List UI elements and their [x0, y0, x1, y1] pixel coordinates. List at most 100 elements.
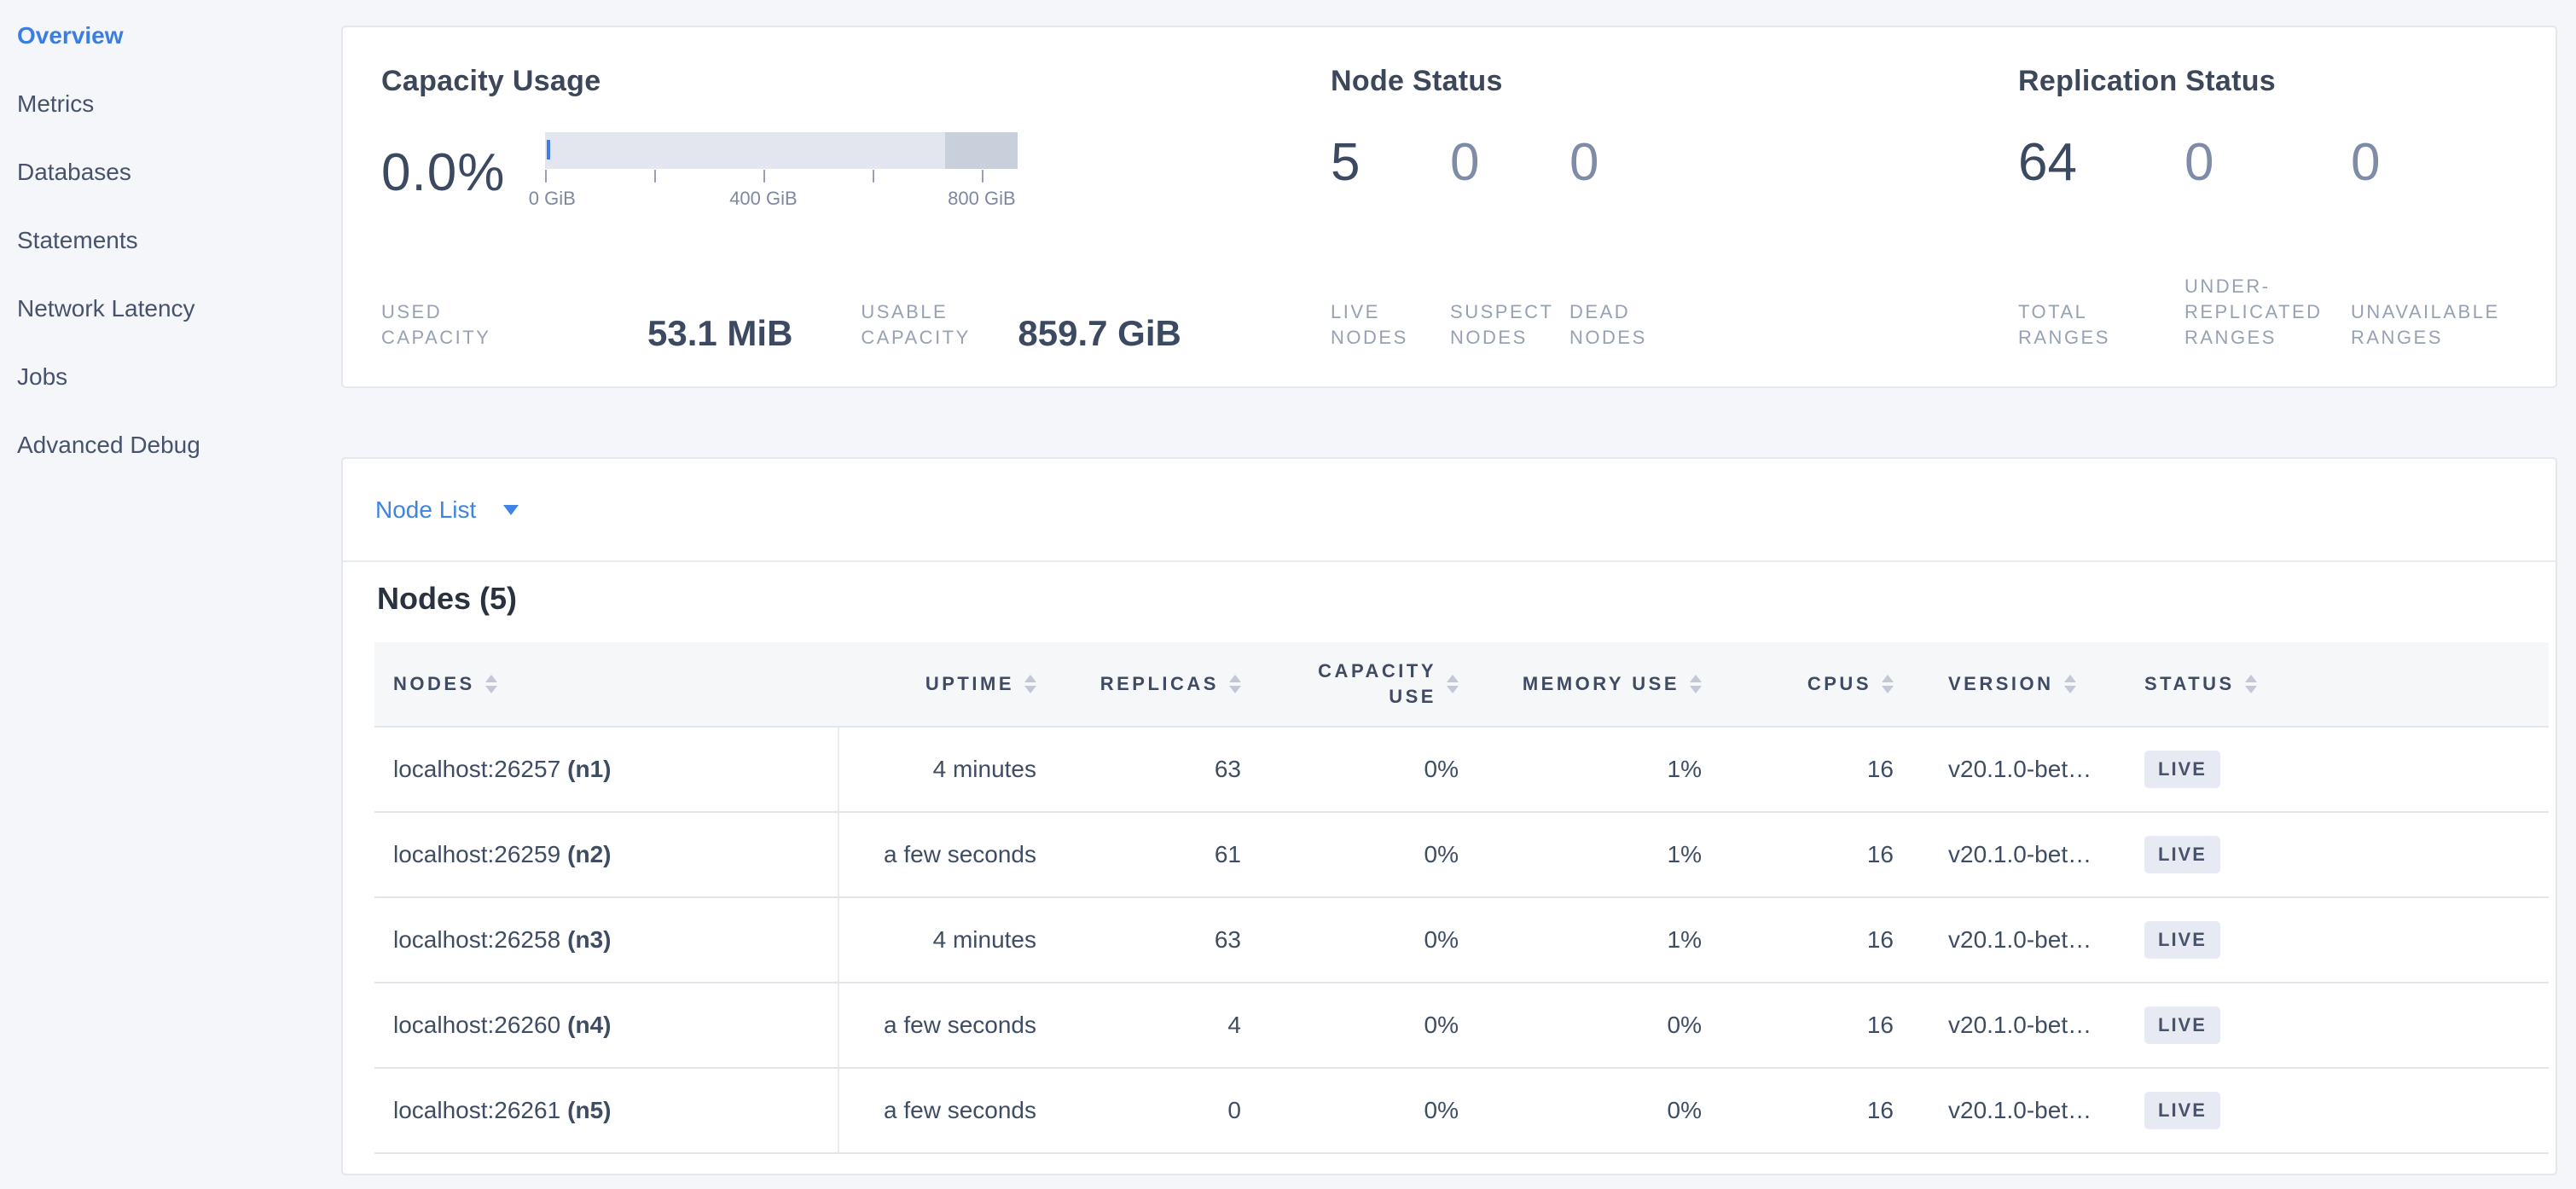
sort-icon — [2244, 675, 2257, 693]
column-header-cpus[interactable]: CPUS — [1714, 671, 1906, 697]
under-replicated-ranges-label: UNDER-REPLICATED RANGES — [2184, 276, 2323, 348]
axis-label-0gib: 0 GiB — [528, 188, 576, 209]
capacity-gauge-ticks — [545, 169, 1018, 183]
capacity-use-cell: 0% — [1424, 756, 1459, 782]
capacity-gauge-axis-labels: 0 GiB 400 GiB 800 GiB — [529, 188, 1018, 213]
node-name-cell[interactable]: localhost:26257 (n1) — [374, 728, 839, 811]
version-cell: v20.1.0-bet… — [1948, 1097, 2092, 1123]
column-header-capacity-use[interactable]: CAPACITY USE — [1253, 658, 1471, 710]
capacity-gauge-other-segment — [944, 132, 1018, 169]
sort-icon — [1024, 675, 1036, 693]
sidebar-item-jobs[interactable]: Jobs — [17, 363, 68, 390]
sidebar-item-metrics[interactable]: Metrics — [17, 90, 95, 117]
nodes-table-title: Nodes (5) — [377, 581, 518, 616]
suspect-nodes-value: 0 — [1450, 133, 1480, 192]
capacity-use-cell: 0% — [1424, 926, 1459, 953]
node-status-panel: Node Status 5 LIVE NODES 0 SUSPECT NODES… — [1331, 65, 2018, 351]
replicas-cell: 4 — [1227, 1012, 1241, 1038]
node-status-title: Node Status — [1331, 65, 1503, 97]
replicas-cell: 61 — [1214, 841, 1241, 867]
cluster-summary-card: Capacity Usage 0.0% — [341, 26, 2557, 388]
sidebar-item-network-latency[interactable]: Network Latency — [17, 295, 195, 322]
node-list-card: Node List Nodes (5) NODES UPTIME — [341, 457, 2557, 1175]
axis-label-400gib: 400 GiB — [729, 188, 798, 209]
dead-nodes-label: DEAD NODES — [1569, 301, 1647, 348]
column-header-replicas[interactable]: REPLICAS — [1048, 671, 1253, 697]
memory-use-cell: 1% — [1667, 841, 1702, 867]
column-header-memory-use[interactable]: MEMORY USE — [1471, 671, 1714, 697]
cpus-cell: 16 — [1866, 1097, 1894, 1123]
nodes-table: NODES UPTIME REPLICAS CAPACITY USE — [374, 642, 2549, 1154]
version-cell: v20.1.0-bet… — [1948, 756, 2092, 782]
sort-icon — [1882, 675, 1894, 693]
sidebar-item-overview[interactable]: Overview — [17, 22, 124, 49]
cpus-cell: 16 — [1866, 756, 1894, 782]
column-header-uptime[interactable]: UPTIME — [839, 671, 1048, 697]
uptime-cell: a few seconds — [884, 841, 1036, 867]
capacity-gauge: 0 GiB 400 GiB 800 GiB — [529, 132, 1018, 213]
dead-nodes-value: 0 — [1569, 133, 1599, 192]
usable-capacity-value: 859.7 GiB — [1018, 313, 1181, 353]
sort-icon — [1690, 675, 1702, 693]
cpus-cell: 16 — [1866, 841, 1894, 867]
table-row-n2[interactable]: localhost:26259 (n2) a few seconds 61 0% … — [374, 813, 2549, 898]
node-name-cell[interactable]: localhost:26260 (n4) — [374, 983, 839, 1067]
node-name-cell[interactable]: localhost:26261 (n5) — [374, 1069, 839, 1152]
status-cell: LIVE — [2119, 983, 2549, 1067]
memory-use-cell: 0% — [1667, 1012, 1702, 1038]
status-badge: LIVE — [2144, 921, 2220, 959]
node-id: (n4) — [567, 1012, 612, 1038]
dead-nodes-stat: 0 DEAD NODES — [1569, 136, 1689, 351]
capacity-usage-title: Capacity Usage — [381, 65, 601, 97]
table-row-n3[interactable]: localhost:26258 (n3) 4 minutes 63 0% 1% 1… — [374, 898, 2549, 983]
capacity-use-cell: 0% — [1424, 841, 1459, 867]
capacity-usage-panel: Capacity Usage 0.0% — [381, 65, 1331, 351]
table-row-n1[interactable]: localhost:26257 (n1) 4 minutes 63 0% 1% 1… — [374, 728, 2549, 813]
status-badge: LIVE — [2144, 751, 2220, 788]
capacity-use-cell: 0% — [1424, 1012, 1459, 1038]
table-row-n4[interactable]: localhost:26260 (n4) a few seconds 4 0% 0… — [374, 983, 2549, 1069]
replication-status-panel: Replication Status 64 TOTAL RANGES 0 UND… — [2018, 65, 2517, 351]
status-badge: LIVE — [2144, 1006, 2220, 1044]
column-header-nodes[interactable]: NODES — [374, 671, 839, 697]
column-header-status[interactable]: STATUS — [2119, 671, 2549, 697]
capacity-gauge-bar — [545, 132, 1018, 169]
usable-capacity-label: USABLE CAPACITY — [861, 301, 971, 348]
used-capacity-label: USED CAPACITY — [381, 301, 491, 348]
live-nodes-label: LIVE NODES — [1331, 301, 1408, 348]
chevron-down-icon — [503, 504, 519, 515]
capacity-gauge-used-marker — [547, 139, 550, 160]
node-id: (n5) — [567, 1097, 612, 1123]
replicas-cell: 63 — [1214, 926, 1241, 953]
sidebar-item-statements[interactable]: Statements — [17, 227, 138, 253]
uptime-cell: a few seconds — [884, 1012, 1036, 1038]
replicas-cell: 63 — [1214, 756, 1241, 782]
memory-use-cell: 1% — [1667, 926, 1702, 953]
node-id: (n2) — [567, 841, 612, 867]
live-nodes-stat: 5 LIVE NODES — [1331, 136, 1450, 351]
nodes-table-header: NODES UPTIME REPLICAS CAPACITY USE — [374, 642, 2549, 728]
status-cell: LIVE — [2119, 813, 2549, 896]
sidebar-item-advanced-debug[interactable]: Advanced Debug — [17, 432, 200, 458]
column-header-version[interactable]: VERSION — [1906, 671, 2119, 697]
cpus-cell: 16 — [1866, 926, 1894, 953]
unavailable-ranges-value: 0 — [2351, 133, 2381, 192]
node-name-cell[interactable]: localhost:26258 (n3) — [374, 898, 839, 982]
sidebar: Overview Metrics Databases Statements Ne… — [0, 0, 341, 1189]
memory-use-cell: 0% — [1667, 1097, 1702, 1123]
node-list-dropdown-label: Node List — [375, 496, 477, 523]
node-list-dropdown[interactable]: Node List — [343, 459, 2556, 562]
status-cell: LIVE — [2119, 1069, 2549, 1152]
sidebar-item-databases[interactable]: Databases — [17, 159, 131, 185]
sort-icon — [1447, 675, 1459, 693]
table-row-n5[interactable]: localhost:26261 (n5) a few seconds 0 0% 0… — [374, 1069, 2549, 1154]
suspect-nodes-label: SUSPECT NODES — [1450, 301, 1554, 348]
cpus-cell: 16 — [1866, 1012, 1894, 1038]
main-content: Capacity Usage 0.0% — [341, 0, 2576, 1189]
node-name-cell[interactable]: localhost:26259 (n2) — [374, 813, 839, 896]
status-badge: LIVE — [2144, 1092, 2220, 1129]
total-ranges-label: TOTAL RANGES — [2018, 301, 2110, 348]
version-cell: v20.1.0-bet… — [1948, 841, 2092, 867]
capacity-use-cell: 0% — [1424, 1097, 1459, 1123]
